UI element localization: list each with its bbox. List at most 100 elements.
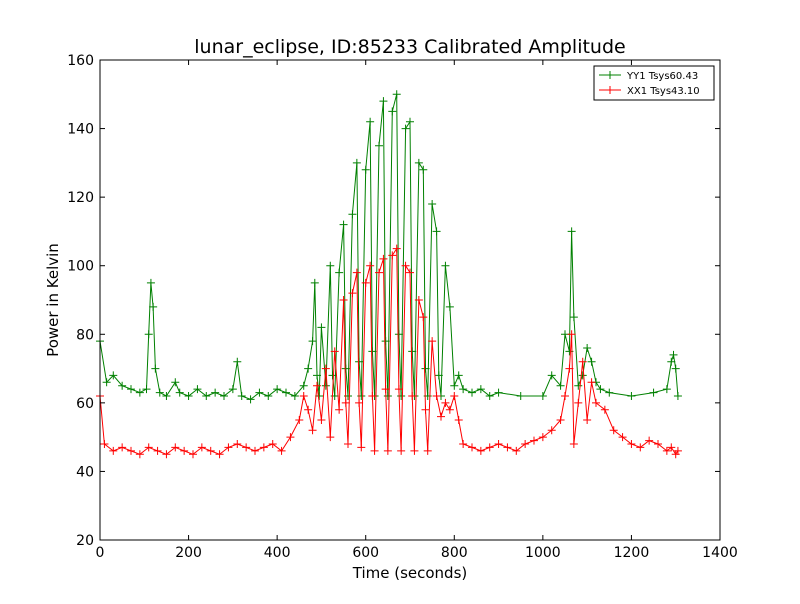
data-point [233, 357, 242, 366]
data-point [445, 405, 454, 414]
data-point [414, 158, 423, 167]
legend-label: YY1 Tsys60.43 [626, 71, 698, 82]
data-point [233, 440, 242, 448]
data-point [368, 392, 377, 400]
data-point [308, 337, 317, 346]
data-point [450, 381, 459, 390]
data-point [282, 388, 290, 397]
data-point [503, 443, 512, 452]
data-point [627, 392, 636, 400]
data-point [673, 446, 682, 455]
data-point [609, 426, 618, 435]
data-point [401, 261, 410, 270]
data-point [321, 364, 330, 373]
data-point [144, 443, 153, 452]
data-point [392, 90, 401, 99]
y-tick-label: 40 [76, 464, 94, 480]
data-point [494, 388, 503, 397]
x-tick-label: 400 [264, 545, 291, 561]
data-point [215, 450, 224, 459]
data-point [211, 388, 220, 397]
data-point [397, 446, 406, 455]
series-0 [96, 90, 682, 404]
data-point [379, 254, 388, 263]
data-point [654, 440, 662, 448]
data-point [578, 357, 587, 366]
data-point [379, 97, 388, 106]
data-point [414, 296, 423, 304]
data-point [355, 398, 364, 407]
data-point [669, 350, 678, 359]
data-point [328, 371, 337, 380]
data-point [459, 385, 468, 394]
data-point [175, 388, 184, 397]
data-point [600, 405, 609, 414]
data-point [445, 302, 454, 311]
data-point [315, 392, 324, 400]
data-point [583, 416, 592, 424]
data-point [277, 446, 286, 455]
x-tick-label: 200 [175, 545, 202, 561]
data-point [361, 165, 370, 174]
x-tick-label: 800 [441, 545, 468, 561]
data-point [348, 210, 357, 219]
data-point [521, 440, 530, 448]
data-point [662, 385, 671, 394]
data-point [290, 392, 299, 400]
data-point [468, 388, 476, 397]
data-point [394, 330, 403, 339]
data-point [476, 446, 485, 455]
data-point [321, 381, 330, 390]
data-point [344, 440, 352, 448]
data-point [441, 398, 450, 407]
data-point [592, 398, 600, 407]
legend-marker [606, 71, 614, 79]
y-tick-label: 80 [76, 327, 94, 343]
data-point [268, 440, 277, 448]
data-point [100, 440, 109, 448]
data-point [388, 251, 397, 260]
data-point [649, 388, 658, 397]
data-point [127, 385, 135, 394]
data-point [565, 364, 574, 373]
chart-title: lunar_eclipse, ID:85233 Calibrated Ampli… [194, 36, 625, 58]
data-point [419, 165, 428, 174]
y-axis-label: Power in Kelvin [44, 243, 62, 357]
data-point [408, 392, 417, 400]
data-point [428, 200, 437, 208]
data-point [381, 337, 390, 346]
data-point [512, 446, 521, 455]
y-tick-label: 100 [67, 259, 94, 275]
data-point [441, 261, 450, 270]
data-point [567, 227, 576, 236]
data-point [224, 443, 233, 452]
data-point [335, 268, 344, 277]
data-point [401, 124, 410, 133]
data-point [432, 392, 441, 400]
data-point [578, 371, 587, 380]
plot-area [96, 90, 682, 459]
data-point [184, 392, 193, 400]
data-point [434, 371, 443, 380]
data-point [556, 381, 565, 390]
data-point [421, 405, 430, 414]
data-point [228, 385, 237, 394]
series-1 [96, 244, 682, 459]
data-point [127, 446, 135, 455]
x-tick-label: 1000 [525, 545, 561, 561]
data-point [308, 426, 317, 435]
data-point [109, 446, 118, 455]
data-point [605, 388, 614, 397]
data-point [450, 392, 459, 400]
data-point [556, 416, 565, 424]
axes-frame [99, 59, 721, 541]
data-point [662, 446, 671, 455]
legend: YY1 Tsys60.43 XX1 Tsys43.10 [593, 65, 715, 101]
data-point [667, 443, 676, 452]
data-point [151, 364, 160, 373]
data-point [587, 357, 596, 366]
data-point [259, 443, 268, 452]
x-tick-label: 1400 [702, 545, 738, 561]
legend-box [593, 65, 715, 101]
